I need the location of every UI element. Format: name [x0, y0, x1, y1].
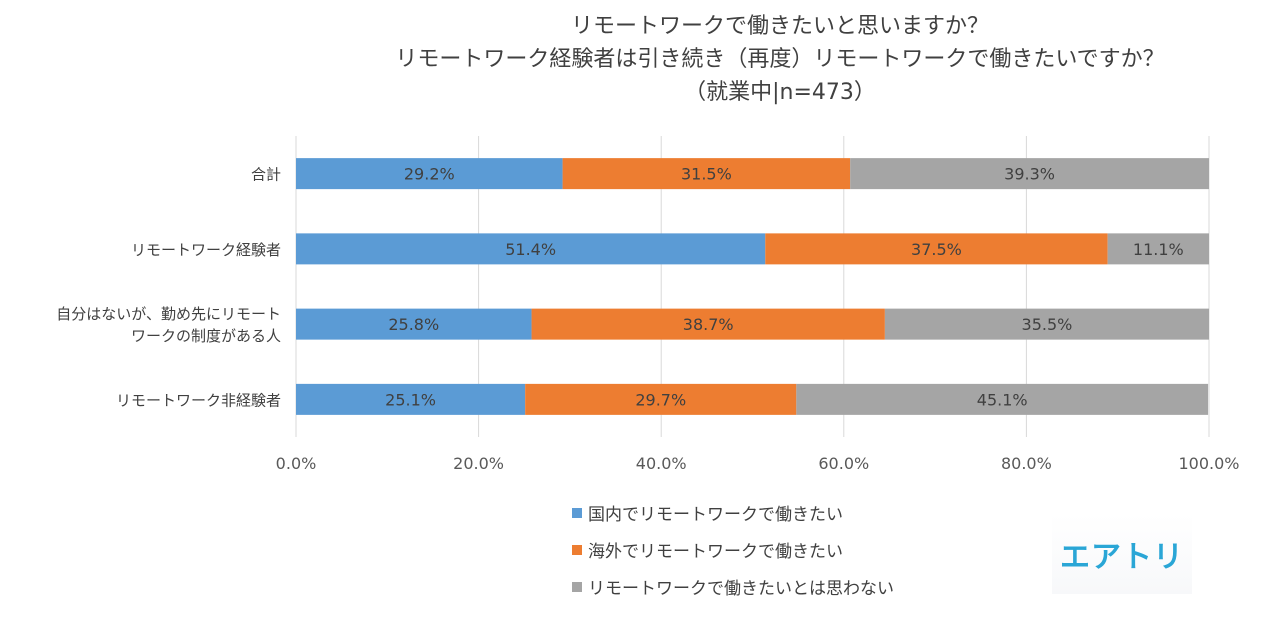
legend-item-domestic: 国内でリモートワークで働きたい — [572, 494, 894, 531]
x-tick-label: 100.0% — [1178, 454, 1239, 473]
bar-segment — [296, 383, 526, 415]
legend-label-not-want: リモートワークで働きたいとは思わない — [588, 579, 894, 599]
chart-title-line-3: （就業中|n=473） — [684, 80, 876, 105]
bar-segment — [850, 158, 1209, 190]
category-label: リモートワーク経験者 — [131, 241, 281, 259]
data-label: 11.1% — [1133, 240, 1184, 259]
legend: 国内でリモートワークで働きたい 海外でリモートワークで働きたい リモートワークで… — [572, 494, 894, 605]
bar-segment — [296, 233, 766, 265]
data-label: 29.2% — [404, 165, 455, 184]
x-tick-label: 60.0% — [818, 454, 869, 473]
brand-logo-text: エアトリ — [1060, 540, 1184, 575]
legend-swatch-overseas — [572, 544, 582, 555]
category-label: 合計 — [251, 166, 281, 184]
bar-segment — [531, 308, 885, 340]
legend-item-not-want: リモートワークで働きたいとは思わない — [572, 568, 894, 605]
legend-label-overseas: 海外でリモートワークで働きたい — [588, 542, 843, 562]
x-tick-label: 80.0% — [1001, 454, 1052, 473]
data-label: 51.4% — [505, 240, 556, 259]
data-label: 37.5% — [911, 240, 962, 259]
brand-logo: エアトリ — [1052, 514, 1192, 594]
data-label: 25.8% — [388, 315, 439, 334]
x-tick-label: 20.0% — [453, 454, 504, 473]
chart-title-line-2: リモートワーク経験者は引き続き（再度）リモートワークで働きたいですか？ — [395, 47, 1165, 72]
x-tick-label: 0.0% — [276, 454, 317, 473]
legend-swatch-not-want — [572, 581, 582, 592]
bar-segment — [562, 158, 851, 190]
bar-segment — [525, 383, 797, 415]
x-tick-label: 40.0% — [636, 454, 687, 473]
data-label: 39.3% — [1004, 165, 1055, 184]
data-label: 31.5% — [681, 165, 732, 184]
bar-segment — [296, 308, 532, 340]
legend-swatch-domestic — [572, 507, 582, 518]
data-label: 35.5% — [1022, 315, 1073, 334]
bar-segment — [884, 308, 1209, 340]
category-label: 自分はないが、勤め先にリモート — [56, 305, 281, 323]
data-label: 45.1% — [977, 390, 1028, 409]
chart-title: リモートワークで働きたいと思いますか？ リモートワーク経験者は引き続き（再度）リ… — [290, 10, 1270, 109]
data-label: 29.7% — [635, 390, 686, 409]
bar-segment — [796, 383, 1209, 415]
legend-item-overseas: 海外でリモートワークで働きたい — [572, 531, 894, 568]
data-label: 25.1% — [385, 390, 436, 409]
category-label: ワークの制度がある人 — [131, 327, 281, 345]
bar-segment — [765, 233, 1108, 265]
legend-label-domestic: 国内でリモートワークで働きたい — [588, 505, 843, 525]
chart-title-line-1: リモートワークで働きたいと思いますか？ — [570, 14, 989, 39]
category-label: リモートワーク非経験者 — [116, 391, 281, 409]
bar-segment — [1107, 233, 1209, 265]
bar-segment — [296, 158, 563, 190]
data-label: 38.7% — [683, 315, 734, 334]
